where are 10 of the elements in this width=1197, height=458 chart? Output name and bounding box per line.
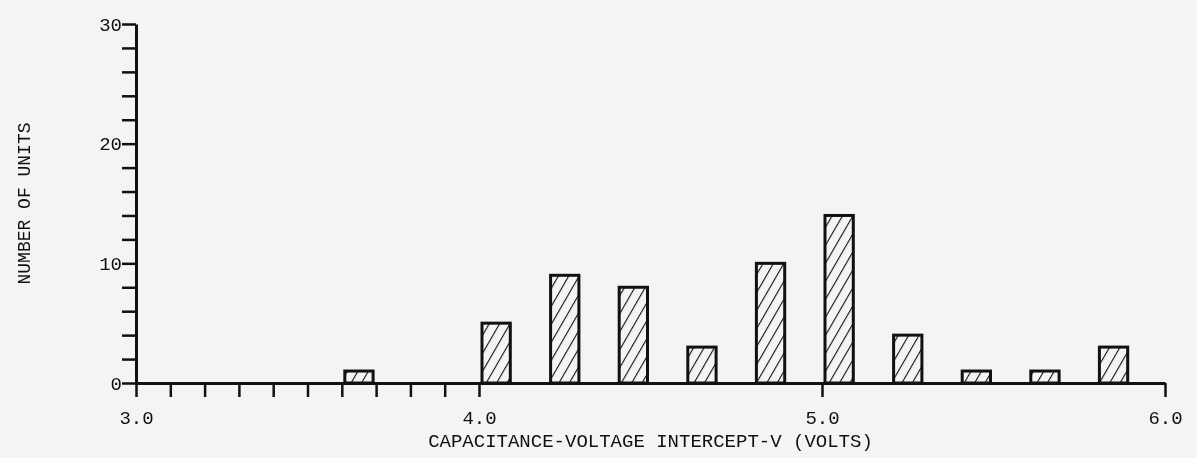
y-tick-label: 10 — [99, 253, 122, 276]
x-tick-label: 4.0 — [462, 408, 497, 431]
x-tick-label: 5.0 — [805, 408, 840, 431]
x-tick-label: 6.0 — [1148, 408, 1183, 431]
y-axis-title: NUMBER OF UNITS — [15, 122, 35, 285]
y-tick-label: 20 — [99, 134, 122, 157]
x-axis-title: CAPACITANCE-VOLTAGE INTERCEPT-V (VOLTS) — [428, 431, 873, 453]
y-tick-label: 30 — [99, 14, 122, 37]
x-tick-label: 3.0 — [119, 408, 154, 431]
y-tick-label: 0 — [110, 373, 122, 396]
